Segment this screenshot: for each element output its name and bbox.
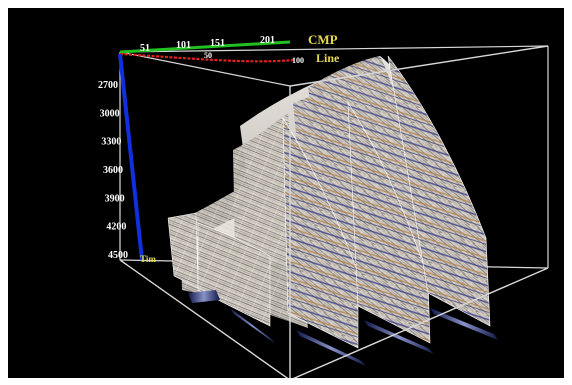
cmp-tick-label: 151: [210, 38, 225, 49]
time-tick-label: 3300: [101, 137, 121, 148]
time-tick-label: 4500: [108, 250, 128, 261]
line-tick-labels: 50 100: [204, 51, 304, 65]
cmp-axis-label: CMP: [308, 32, 338, 47]
cube-frame-front: [119, 45, 549, 378]
cmp-tick-label: 101: [176, 40, 191, 51]
cmp-tick-labels: 51 101 151 201: [140, 35, 275, 54]
time-tick-label: 3000: [100, 108, 120, 119]
line-tick-label: 100: [292, 56, 304, 65]
seismic-3d-viewport[interactable]: 51 101 151 201 50 100 2700 3000 3300 3600 3900 42…: [8, 8, 564, 378]
time-tick-label: 4200: [106, 222, 126, 233]
cmp-tick-label: 201: [260, 35, 275, 46]
line-axis-label: Line: [316, 51, 340, 65]
cmp-axis: [119, 40, 291, 54]
seismic-cube-scene[interactable]: 51 101 151 201 50 100 2700 3000 3300 3600 3900 42…: [8, 8, 564, 378]
line-tick-label: 50: [204, 51, 212, 60]
time-axis: [118, 53, 144, 261]
time-tick-labels: 2700 3000 3300 3600 3900 4200 4500: [98, 80, 128, 261]
floor-slabs: [188, 290, 498, 366]
time-tick-label: 3600: [103, 165, 123, 176]
time-axis-label: Tim: [140, 254, 156, 264]
cmp-tick-label: 51: [140, 43, 150, 54]
slice-panel: [167, 212, 199, 289]
slice-panel: [387, 55, 491, 327]
time-tick-label: 2700: [98, 80, 118, 91]
inline-axis: [119, 52, 295, 63]
slice-panel: [197, 222, 271, 327]
seismic-slices: [167, 55, 491, 349]
time-tick-label: 3900: [105, 193, 125, 204]
